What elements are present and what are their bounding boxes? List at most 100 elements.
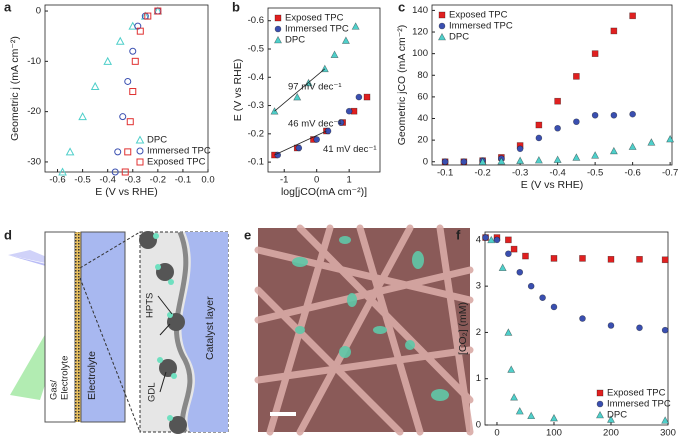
marker bbox=[534, 156, 543, 164]
marker bbox=[591, 50, 599, 57]
marker bbox=[124, 77, 132, 85]
x-tick-label: -0.5 bbox=[74, 175, 90, 186]
x-tick-label: -0.1 bbox=[175, 175, 191, 186]
marker bbox=[636, 256, 643, 263]
marker bbox=[131, 57, 139, 65]
plot-frame bbox=[484, 231, 669, 426]
marker bbox=[111, 168, 119, 176]
x-axis-label: E (V vs RHE) bbox=[521, 179, 583, 191]
panel-label: f bbox=[456, 227, 461, 242]
y-tick-label: -0.6 bbox=[248, 15, 264, 26]
marker bbox=[505, 250, 512, 258]
legend-marker bbox=[135, 135, 145, 144]
marker bbox=[129, 88, 137, 96]
y-tick-label: -10 bbox=[27, 56, 41, 67]
marker bbox=[572, 153, 581, 161]
legend-label: Exposed TPC bbox=[607, 388, 666, 399]
marker bbox=[553, 155, 562, 163]
marker bbox=[550, 303, 558, 311]
x-tick-label: -0.4 bbox=[549, 168, 565, 179]
marker bbox=[610, 111, 618, 119]
fit-line bbox=[274, 130, 327, 156]
gas-region bbox=[44, 231, 76, 423]
marker bbox=[497, 157, 506, 165]
marker bbox=[629, 110, 636, 118]
legend-marker bbox=[136, 158, 144, 166]
y-tick-label: 1 bbox=[476, 373, 481, 384]
panel-label: e bbox=[244, 227, 251, 242]
marker bbox=[661, 326, 669, 334]
marker bbox=[295, 144, 303, 152]
marker bbox=[666, 134, 675, 143]
legend-label: Exposed TPC bbox=[147, 157, 206, 168]
x-axis-label: E (V vs RHE) bbox=[95, 186, 157, 198]
marker bbox=[493, 236, 501, 244]
marker bbox=[515, 406, 524, 415]
marker bbox=[126, 118, 134, 126]
marker bbox=[129, 47, 137, 55]
marker bbox=[661, 416, 670, 424]
legend-marker bbox=[273, 35, 283, 44]
marker bbox=[441, 158, 449, 166]
marker bbox=[607, 256, 615, 263]
marker bbox=[527, 282, 535, 290]
diagram-d: d Gas/ Electrolyte Electrolyte HPTS GDL … bbox=[4, 227, 229, 434]
marker bbox=[154, 7, 162, 15]
legend-label: Exposed TPC bbox=[449, 10, 508, 21]
zoom-line bbox=[79, 277, 141, 433]
plot-frame bbox=[431, 4, 673, 166]
marker bbox=[550, 255, 558, 262]
marker bbox=[527, 411, 536, 420]
legend-label: Immersed TPC bbox=[285, 24, 349, 35]
panel-label: c bbox=[398, 0, 405, 14]
scale-bar bbox=[270, 412, 296, 416]
marker bbox=[313, 136, 320, 143]
legend-label: DPC bbox=[147, 135, 167, 146]
marker bbox=[535, 121, 543, 129]
legend-marker bbox=[595, 410, 605, 419]
panel-label: a bbox=[4, 0, 12, 14]
x-tick-label: -0.6 bbox=[49, 175, 65, 186]
x-tick-label: 0 bbox=[494, 428, 499, 439]
legend-label: DPC bbox=[607, 410, 627, 421]
y-tick-label: 0 bbox=[476, 420, 481, 431]
legend-label: Immersed TPC bbox=[147, 146, 211, 157]
marker bbox=[498, 263, 507, 271]
marker bbox=[103, 56, 113, 65]
gas-electrolyte-label: Electrolyte bbox=[60, 356, 71, 400]
marker bbox=[628, 142, 637, 150]
marker bbox=[144, 12, 152, 20]
x-tick-label: -0.6 bbox=[624, 168, 640, 179]
marker bbox=[554, 124, 561, 132]
x-tick-label: -0.2 bbox=[474, 168, 490, 179]
y-tick-label: 40 bbox=[417, 113, 428, 124]
x-tick-label: -1 bbox=[280, 175, 288, 186]
fit-line bbox=[274, 68, 326, 112]
y-tick-label: -0.5 bbox=[248, 44, 264, 55]
zoom-line bbox=[79, 231, 141, 269]
plot-frame bbox=[44, 4, 209, 173]
marker bbox=[636, 324, 643, 332]
marker bbox=[478, 157, 487, 166]
catalyst-layer bbox=[181, 232, 228, 432]
marker bbox=[487, 235, 496, 244]
marker bbox=[324, 127, 332, 135]
marker bbox=[460, 158, 468, 166]
annotation: 41 mV dec⁻¹ bbox=[323, 144, 377, 155]
marker bbox=[516, 156, 525, 164]
marker bbox=[647, 138, 656, 146]
legend-marker bbox=[438, 11, 446, 19]
hpts-label: HPTS bbox=[145, 293, 156, 318]
marker bbox=[591, 151, 600, 159]
y-tick-label: 4 bbox=[476, 234, 481, 245]
y-tick-label: -30 bbox=[27, 156, 41, 167]
marker bbox=[516, 268, 524, 276]
marker bbox=[121, 168, 129, 176]
marker bbox=[337, 119, 345, 126]
marker bbox=[629, 12, 636, 20]
marker bbox=[539, 294, 546, 302]
marker bbox=[65, 147, 75, 156]
y-tick-label: 60 bbox=[417, 91, 428, 102]
x-tick-label: -0.7 bbox=[662, 168, 678, 179]
